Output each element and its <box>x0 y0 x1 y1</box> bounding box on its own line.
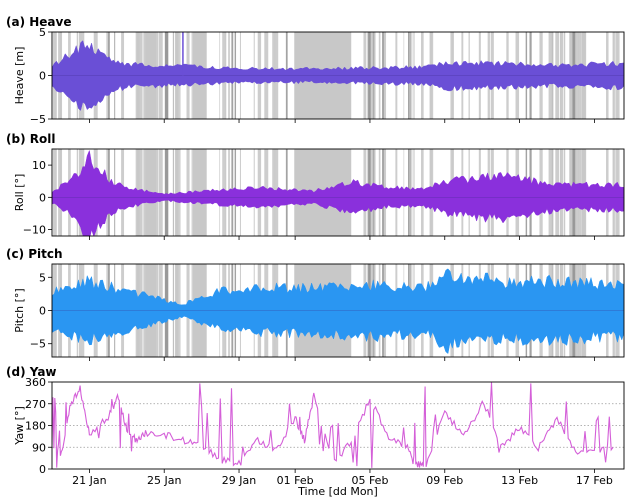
y-tick-label: 360 <box>25 376 46 389</box>
shaded-band <box>172 149 174 236</box>
y-tick-label: 5 <box>39 271 46 284</box>
series-envelope <box>52 150 624 236</box>
shaded-band <box>174 149 179 236</box>
y-tick-label: 0 <box>39 305 46 318</box>
y-tick-label: −5 <box>30 338 46 351</box>
panel-title: (c) Pitch <box>6 247 63 261</box>
panel-title: (d) Yaw <box>6 365 57 379</box>
y-tick-label: 270 <box>25 398 46 411</box>
y-tick-label: 180 <box>25 420 46 433</box>
series-envelope <box>52 268 624 354</box>
y-tick-label: 0 <box>39 191 46 204</box>
y-tick-label: 10 <box>32 159 46 172</box>
y-tick-label: 0 <box>39 70 46 83</box>
y-tick-label: 0 <box>39 463 46 476</box>
panel-title: (a) Heave <box>6 15 71 29</box>
y-tick-label: 90 <box>32 441 46 454</box>
x-tick-label: 13 Feb <box>501 474 538 487</box>
x-tick-label: 17 Feb <box>576 474 613 487</box>
plot-area <box>52 382 624 468</box>
panel-2: 10 0 −10 Roll [°] (b) Roll <box>6 132 625 240</box>
y-axis-label: Heave [m] <box>13 47 26 105</box>
y-tick-label: −10 <box>23 224 46 237</box>
y-tick-label: 5 <box>39 26 46 39</box>
x-tick-label: 01 Feb <box>277 474 314 487</box>
x-axis-label: Time [dd Mon] <box>297 485 378 497</box>
shaded-band <box>158 149 163 236</box>
panels: 5 0 −5 Heave [m] (a) Heave 10 0 −10 Roll [°] (b) … <box>6 15 625 476</box>
x-tick-label: 29 Jan <box>222 474 256 487</box>
panel-title: (b) Roll <box>6 132 55 146</box>
y-axis-label: Pitch [°] <box>13 288 26 332</box>
panel-4: 360 270 180 90 0 Yaw [°] (d) Yaw <box>6 365 625 476</box>
y-tick-label: −5 <box>30 113 46 126</box>
shaded-band <box>164 149 169 236</box>
yaw-line <box>52 382 614 468</box>
y-axis-label: Roll [°] <box>13 174 26 212</box>
x-tick-label: 05 Feb <box>351 474 388 487</box>
x-tick-label: 25 Jan <box>147 474 181 487</box>
plot-area <box>52 149 624 236</box>
panel-3: 5 0 −5 Pitch [°] (c) Pitch <box>6 247 625 361</box>
panel-1: 5 0 −5 Heave [m] (a) Heave <box>6 15 625 126</box>
plot-area <box>52 264 624 357</box>
x-axis: 21 Jan 25 Jan 29 Jan 01 Feb 05 Feb 09 Feb 13 F… <box>72 474 613 487</box>
plot-area <box>52 32 624 119</box>
axes-frame <box>51 148 625 237</box>
x-tick-label: 21 Jan <box>72 474 106 487</box>
y-axis-label: Yaw [°] <box>13 406 26 446</box>
x-tick-label: 09 Feb <box>426 474 463 487</box>
